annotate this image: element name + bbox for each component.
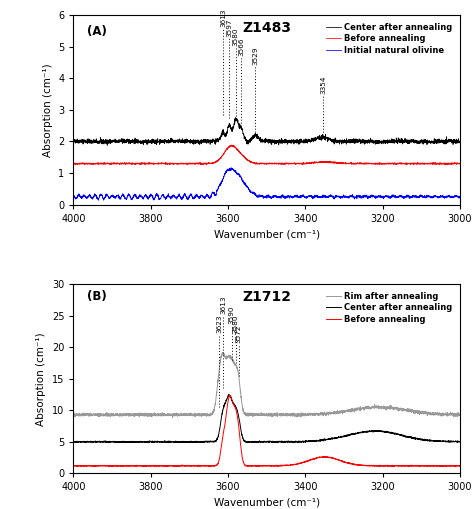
Before annealing <box>71 463 76 469</box>
Center after annealing <box>232 115 238 121</box>
Legend: Rim after annealing, Center after annealing, Before annealing: Rim after annealing, Center after anneal… <box>322 288 456 327</box>
Text: 3613: 3613 <box>220 9 226 27</box>
Initial natural olivine <box>138 192 144 199</box>
Before annealing <box>450 160 456 166</box>
Initial natural olivine <box>457 194 463 200</box>
Initial natural olivine <box>408 193 414 200</box>
Before annealing <box>219 440 225 446</box>
Before annealing <box>227 392 233 399</box>
Rim after annealing <box>408 407 414 413</box>
Text: 3590: 3590 <box>229 305 235 324</box>
Center after annealing <box>219 133 225 139</box>
Before annealing <box>71 161 76 167</box>
Initial natural olivine <box>71 192 76 199</box>
Center after annealing <box>450 137 456 144</box>
Center after annealing <box>219 413 225 419</box>
Center after annealing <box>71 137 76 144</box>
Text: (B): (B) <box>87 290 107 303</box>
Before annealing <box>450 463 456 469</box>
Before annealing <box>236 422 241 429</box>
Center after annealing <box>115 139 120 145</box>
Initial natural olivine <box>96 197 101 203</box>
Text: 3580: 3580 <box>233 27 239 46</box>
Before annealing <box>293 162 299 168</box>
Text: Z1483: Z1483 <box>242 21 291 35</box>
Text: 3529: 3529 <box>253 47 258 65</box>
Center after annealing <box>137 439 143 445</box>
Center after annealing <box>226 391 232 398</box>
Before annealing <box>408 462 414 468</box>
Before annealing <box>115 161 120 167</box>
Rim after annealing <box>236 372 241 378</box>
Initial natural olivine <box>450 194 456 201</box>
Line: Initial natural olivine: Initial natural olivine <box>73 167 460 200</box>
Text: 3623: 3623 <box>216 315 222 333</box>
Text: 3613: 3613 <box>220 296 226 315</box>
Initial natural olivine <box>115 192 120 199</box>
Center after annealing <box>408 137 414 143</box>
Y-axis label: Absorption (cm⁻¹): Absorption (cm⁻¹) <box>36 332 46 426</box>
Center after annealing <box>171 440 176 446</box>
Before annealing <box>457 463 463 469</box>
X-axis label: Wavenumber (cm⁻¹): Wavenumber (cm⁻¹) <box>214 498 319 508</box>
Line: Rim after annealing: Rim after annealing <box>73 352 460 418</box>
Rim after annealing <box>450 411 456 417</box>
Legend: Center after annealing, Before annealing, Initial natural olivine: Center after annealing, Before annealing… <box>322 19 456 58</box>
Before annealing <box>228 142 234 148</box>
Text: 3566: 3566 <box>238 37 244 55</box>
Before annealing <box>457 161 463 167</box>
Rim after annealing <box>137 411 143 417</box>
Center after annealing <box>104 142 110 148</box>
Center after annealing <box>236 121 241 127</box>
Center after annealing <box>408 434 414 440</box>
Before annealing <box>219 154 225 160</box>
Rim after annealing <box>219 352 225 358</box>
Center after annealing <box>115 439 120 445</box>
Line: Center after annealing: Center after annealing <box>73 118 460 145</box>
Before annealing <box>236 148 241 154</box>
Rim after annealing <box>115 411 120 417</box>
Y-axis label: Absorption (cm⁻¹): Absorption (cm⁻¹) <box>43 63 53 157</box>
Rim after annealing <box>170 415 175 421</box>
Before annealing <box>408 160 414 166</box>
Center after annealing <box>457 439 463 445</box>
Text: 3354: 3354 <box>320 75 326 94</box>
Center after annealing <box>450 439 456 445</box>
Center after annealing <box>138 138 144 144</box>
Line: Before annealing: Before annealing <box>73 145 460 165</box>
Before annealing <box>137 160 143 166</box>
Before annealing <box>138 463 144 469</box>
Line: Center after annealing: Center after annealing <box>73 394 460 443</box>
Line: Before annealing: Before annealing <box>73 395 460 467</box>
Text: 3597: 3597 <box>226 18 232 37</box>
Text: 3580: 3580 <box>233 315 239 333</box>
Rim after annealing <box>71 411 76 417</box>
Before annealing <box>115 462 120 468</box>
Initial natural olivine <box>236 170 241 176</box>
X-axis label: Wavenumber (cm⁻¹): Wavenumber (cm⁻¹) <box>214 229 319 239</box>
Rim after annealing <box>457 412 463 418</box>
Center after annealing <box>457 138 463 145</box>
Before annealing <box>91 464 97 470</box>
Center after annealing <box>71 438 76 444</box>
Rim after annealing <box>220 349 226 355</box>
Center after annealing <box>236 413 241 419</box>
Text: 3572: 3572 <box>236 324 242 343</box>
Initial natural olivine <box>228 164 234 171</box>
Initial natural olivine <box>219 178 225 184</box>
Text: Z1712: Z1712 <box>242 290 291 304</box>
Text: (A): (A) <box>87 25 107 38</box>
